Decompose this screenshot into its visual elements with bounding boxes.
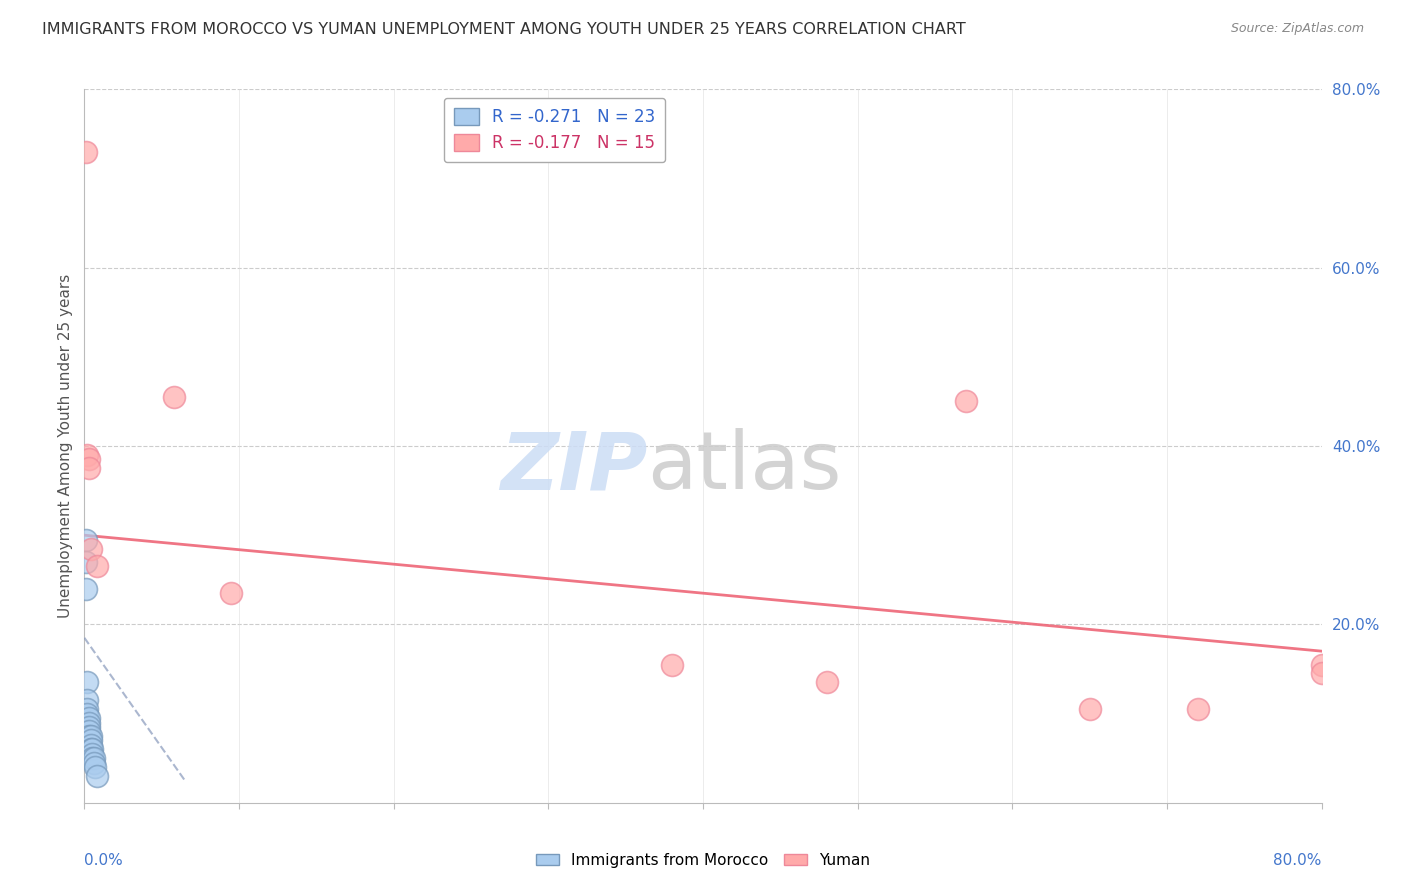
Point [76,702,98,716]
Point [77,711,100,725]
Point [82,747,104,761]
Point [75,555,97,569]
Point [82,742,104,756]
Point [77,452,100,467]
Point [1310,657,1333,672]
Point [1187,702,1209,716]
Legend: Immigrants from Morocco, Yuman: Immigrants from Morocco, Yuman [530,847,876,873]
Point [86,769,108,783]
Point [83,756,105,770]
Y-axis label: Unemployment Among Youth under 25 years: Unemployment Among Youth under 25 years [58,274,73,618]
Point [75,582,97,596]
Point [86,559,108,574]
Text: atlas: atlas [647,428,842,507]
Point [83,751,105,765]
Point [76,448,98,462]
Point [76,675,98,690]
Point [79,733,101,747]
Point [77,715,100,730]
Point [75,533,97,547]
Point [75,145,97,159]
Point [77,461,100,475]
Point [77,729,100,743]
Point [79,541,101,556]
Point [163,390,186,404]
Point [76,693,98,707]
Point [77,724,100,739]
Point [79,729,101,743]
Point [1078,702,1101,716]
Point [82,751,104,765]
Point [79,738,101,752]
Point [79,742,101,756]
Point [955,394,977,409]
Point [76,706,98,721]
Text: Source: ZipAtlas.com: Source: ZipAtlas.com [1230,22,1364,36]
Text: 0.0%: 0.0% [84,853,124,868]
Point [1310,666,1333,681]
Point [661,657,683,672]
Point [77,720,100,734]
Text: IMMIGRANTS FROM MOROCCO VS YUMAN UNEMPLOYMENT AMONG YOUTH UNDER 25 YEARS CORRELA: IMMIGRANTS FROM MOROCCO VS YUMAN UNEMPLO… [42,22,966,37]
Point [84,760,107,774]
Text: 80.0%: 80.0% [1274,853,1322,868]
Point [815,675,838,690]
Text: ZIP: ZIP [501,428,647,507]
Point [221,586,243,600]
